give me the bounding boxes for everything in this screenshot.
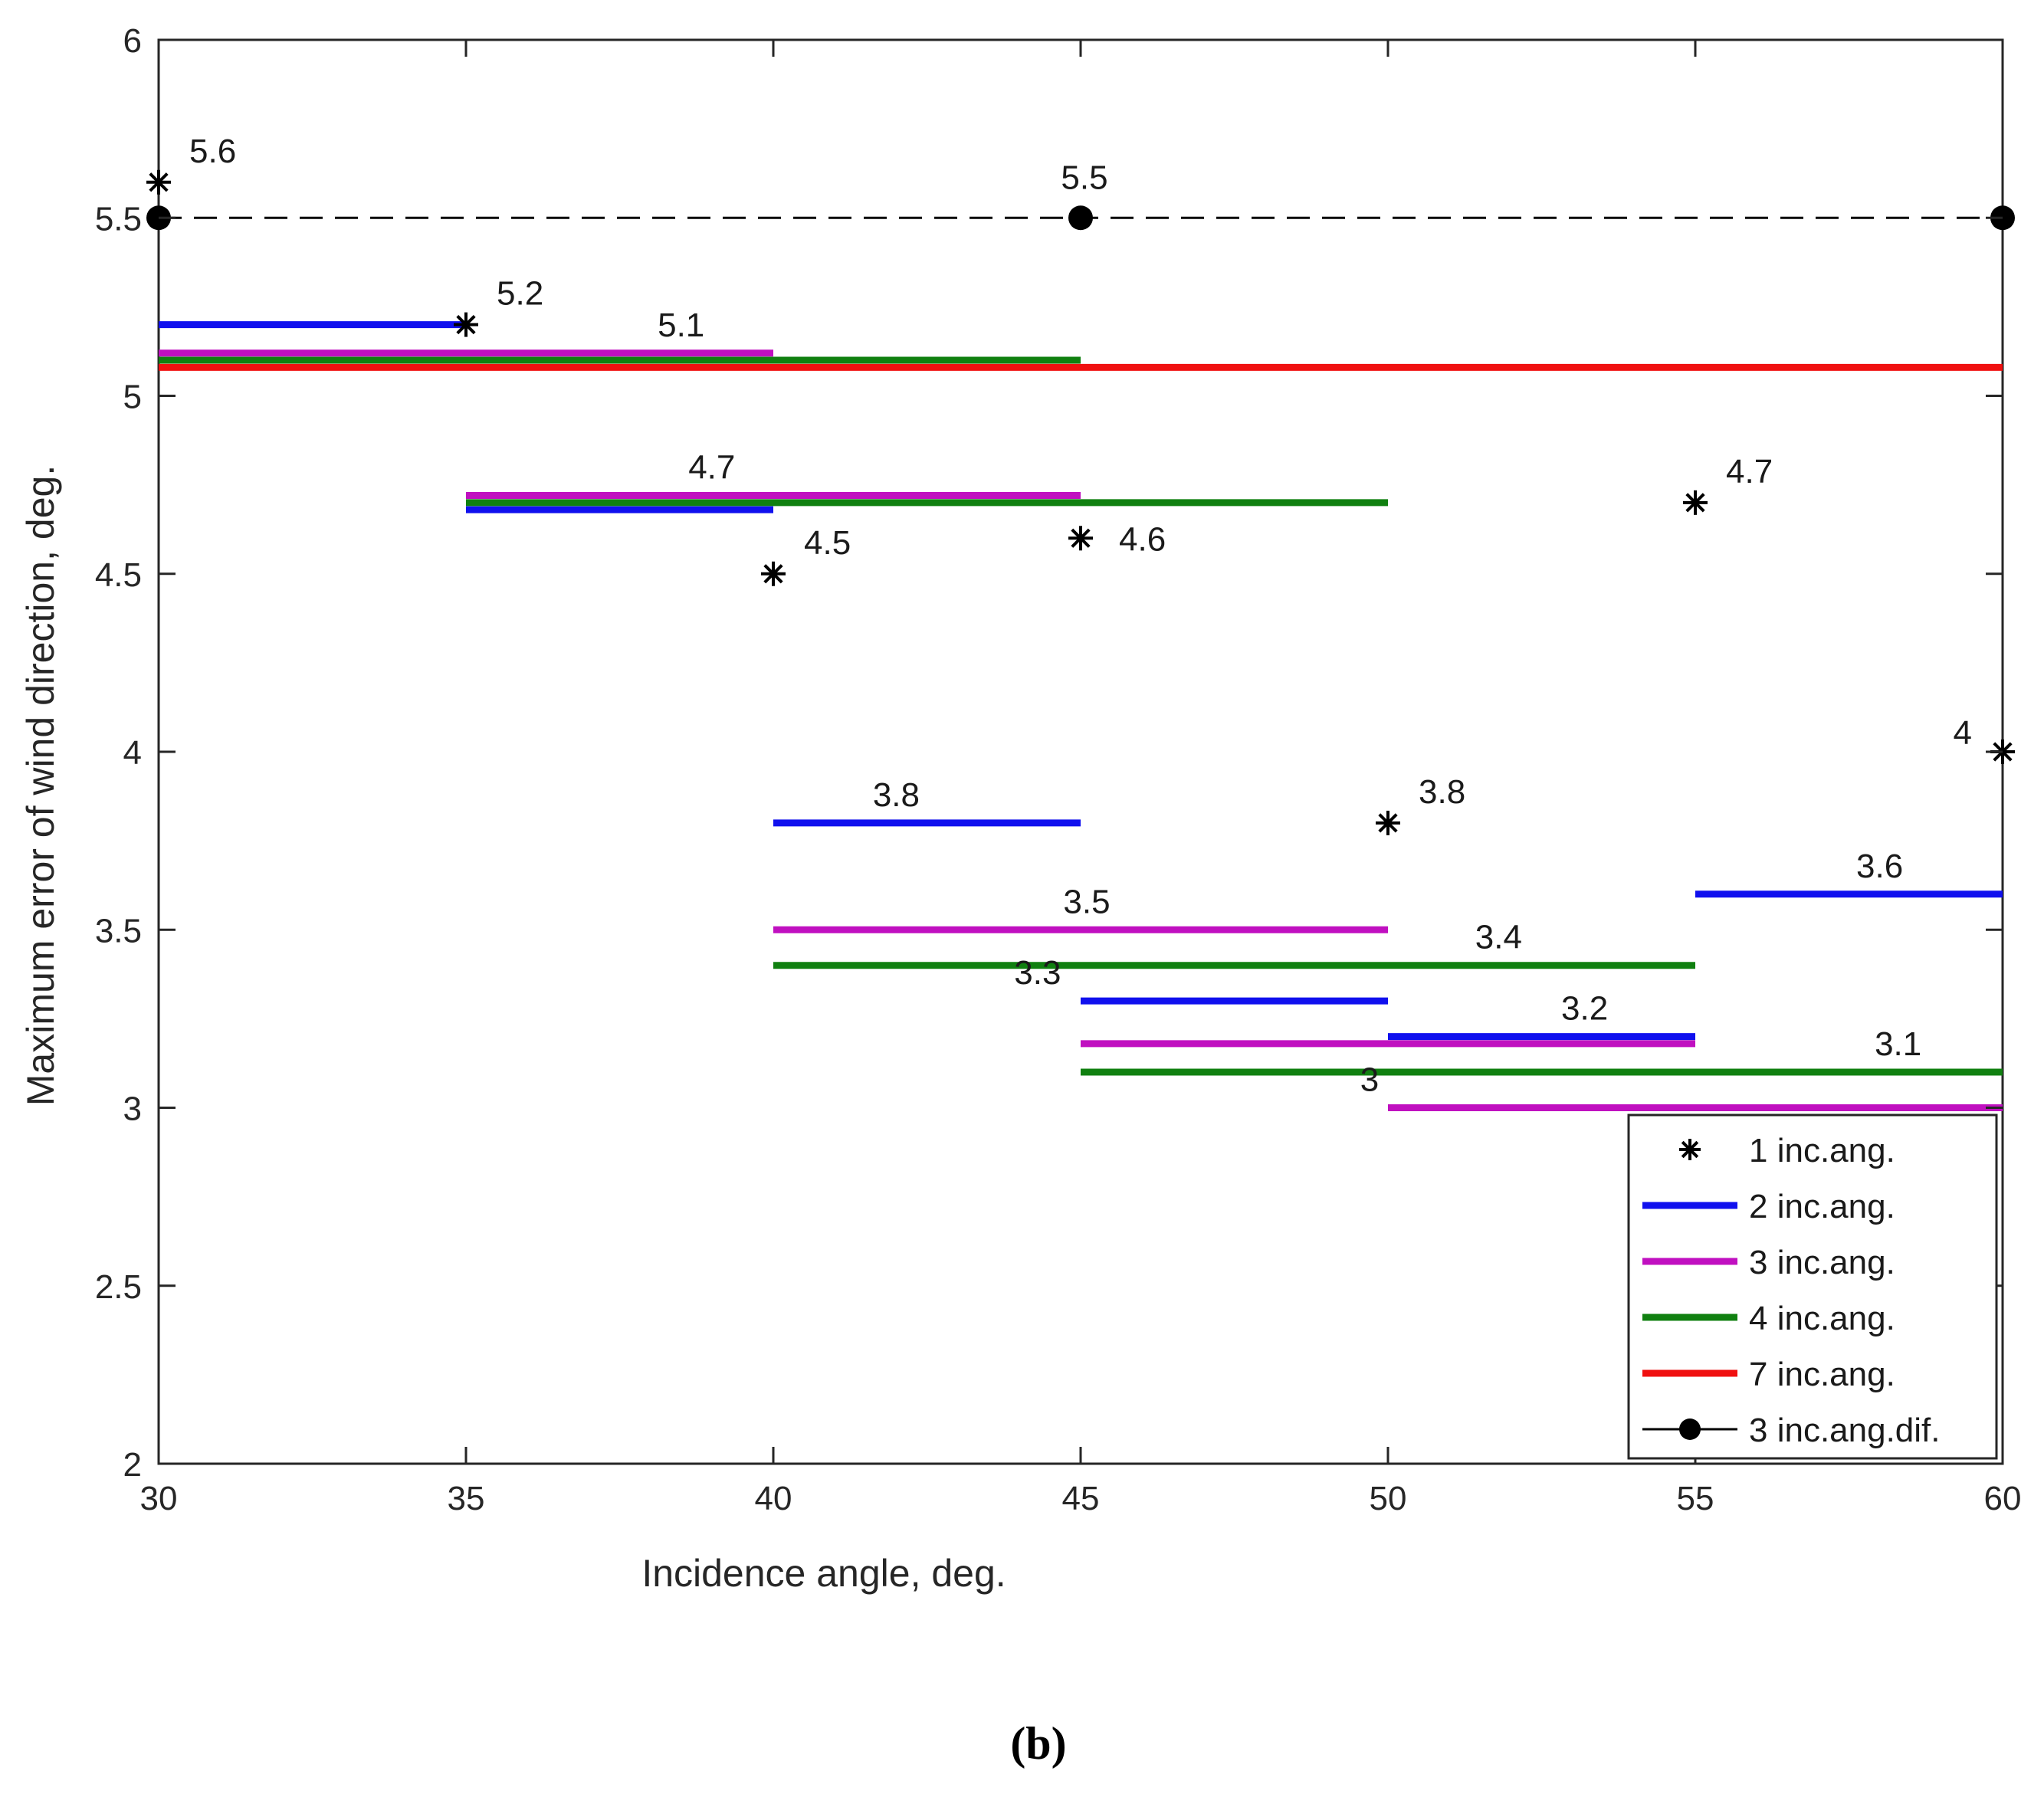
segment-label: 4.7 <box>688 449 735 487</box>
point-label: 5.5 <box>1061 159 1107 196</box>
x-tick-label: 30 <box>140 1480 178 1517</box>
series-2-inc-ang-: 3.8 3.3 3.2 3.6 <box>159 321 2003 1041</box>
dot-marker <box>1068 205 1093 231</box>
legend-label: 7 inc.ang. <box>1749 1356 1895 1393</box>
legend-item: 1 inc.ang. <box>1679 1132 1895 1169</box>
x-tick-label: 45 <box>1062 1480 1100 1517</box>
series-1-inc-ang: 5.6 5.2 4.5 4.6 3.8 4.7 4 <box>146 133 2015 835</box>
y-tick-label: 6 <box>123 22 142 60</box>
point-label: 4.6 <box>1119 520 1166 558</box>
segment-label: 5.1 <box>658 307 704 344</box>
asterisk-marker <box>1679 1139 1701 1160</box>
legend-label: 3 inc.ang. <box>1749 1244 1895 1281</box>
legend-item: 2 inc.ang. <box>1642 1188 1895 1225</box>
y-tick-label: 5.5 <box>95 200 142 238</box>
point-label: 3.8 <box>1419 773 1465 811</box>
y-tick-label: 4 <box>123 734 142 772</box>
x-tick-label: 40 <box>755 1480 792 1517</box>
y-axis-title: Maximum error of wind direction, deg. <box>19 465 62 1106</box>
x-tick-label: 35 <box>448 1480 485 1517</box>
x-tick-label: 55 <box>1677 1480 1714 1517</box>
segment-label: 3 <box>1360 1061 1379 1099</box>
asterisk-marker <box>761 561 786 586</box>
y-tick-label: 5 <box>123 379 142 416</box>
y-tick-label: 2 <box>123 1446 142 1484</box>
y-tick-label: 2.5 <box>95 1268 142 1306</box>
series-4-inc-ang-: 3.4 3.1 <box>159 356 2003 1076</box>
segment-label: 3.2 <box>1561 990 1608 1028</box>
segment-label: 3.1 <box>1875 1025 1921 1063</box>
legend: 1 inc.ang. 2 inc.ang. 3 inc.ang. 4 inc.ang.… <box>1627 1113 1998 1460</box>
segment-label: 3.6 <box>1856 848 1903 885</box>
asterisk-marker <box>454 312 478 337</box>
x-axis-title: Incidence angle, deg. <box>641 1552 1006 1595</box>
segment-label: 3.4 <box>1475 919 1522 956</box>
point-label: 4 <box>1954 714 1972 752</box>
legend-dot <box>1679 1418 1701 1440</box>
series-3-inc-ang-: 5.1 4.7 3.5 3 <box>159 307 2003 1111</box>
legend-label: 1 inc.ang. <box>1749 1132 1895 1169</box>
point-label: 5.6 <box>189 133 236 170</box>
legend-label: 4 inc.ang. <box>1749 1300 1895 1337</box>
segment-label: 3.8 <box>873 776 920 814</box>
asterisk-marker <box>1683 490 1708 515</box>
legend-label: 2 inc.ang. <box>1749 1188 1895 1225</box>
asterisk-marker <box>146 169 171 195</box>
segment-label: 3.3 <box>1014 954 1061 992</box>
point-label: 5.2 <box>497 275 543 313</box>
x-tick-label: 50 <box>1370 1480 1407 1517</box>
point-label: 4.5 <box>804 524 851 562</box>
legend-item: 4 inc.ang. <box>1642 1300 1895 1337</box>
legend-item: 7 inc.ang. <box>1642 1356 1895 1393</box>
asterisk-marker <box>1376 810 1400 835</box>
x-axis-ticks: 30 35 40 45 50 55 60 <box>140 40 2022 1517</box>
y-tick-label: 3 <box>123 1091 142 1128</box>
legend-item: 3 inc.ang.dif. <box>1642 1412 1941 1449</box>
y-tick-label: 3.5 <box>95 912 142 949</box>
x-tick-label: 60 <box>1984 1480 2022 1517</box>
legend-item: 3 inc.ang. <box>1642 1244 1895 1281</box>
legend-box <box>1627 1113 1998 1460</box>
point-label: 4.7 <box>1726 453 1773 490</box>
figure-caption: (b) <box>1010 1718 1066 1769</box>
y-axis-ticks: 2 2.5 3 3.5 4 4.5 5 5.5 6 <box>95 22 2003 1484</box>
segment-label: 3.5 <box>1063 883 1110 920</box>
legend-label: 3 inc.ang.dif. <box>1749 1412 1941 1449</box>
y-tick-label: 4.5 <box>95 556 142 594</box>
asterisk-marker <box>1068 526 1093 551</box>
